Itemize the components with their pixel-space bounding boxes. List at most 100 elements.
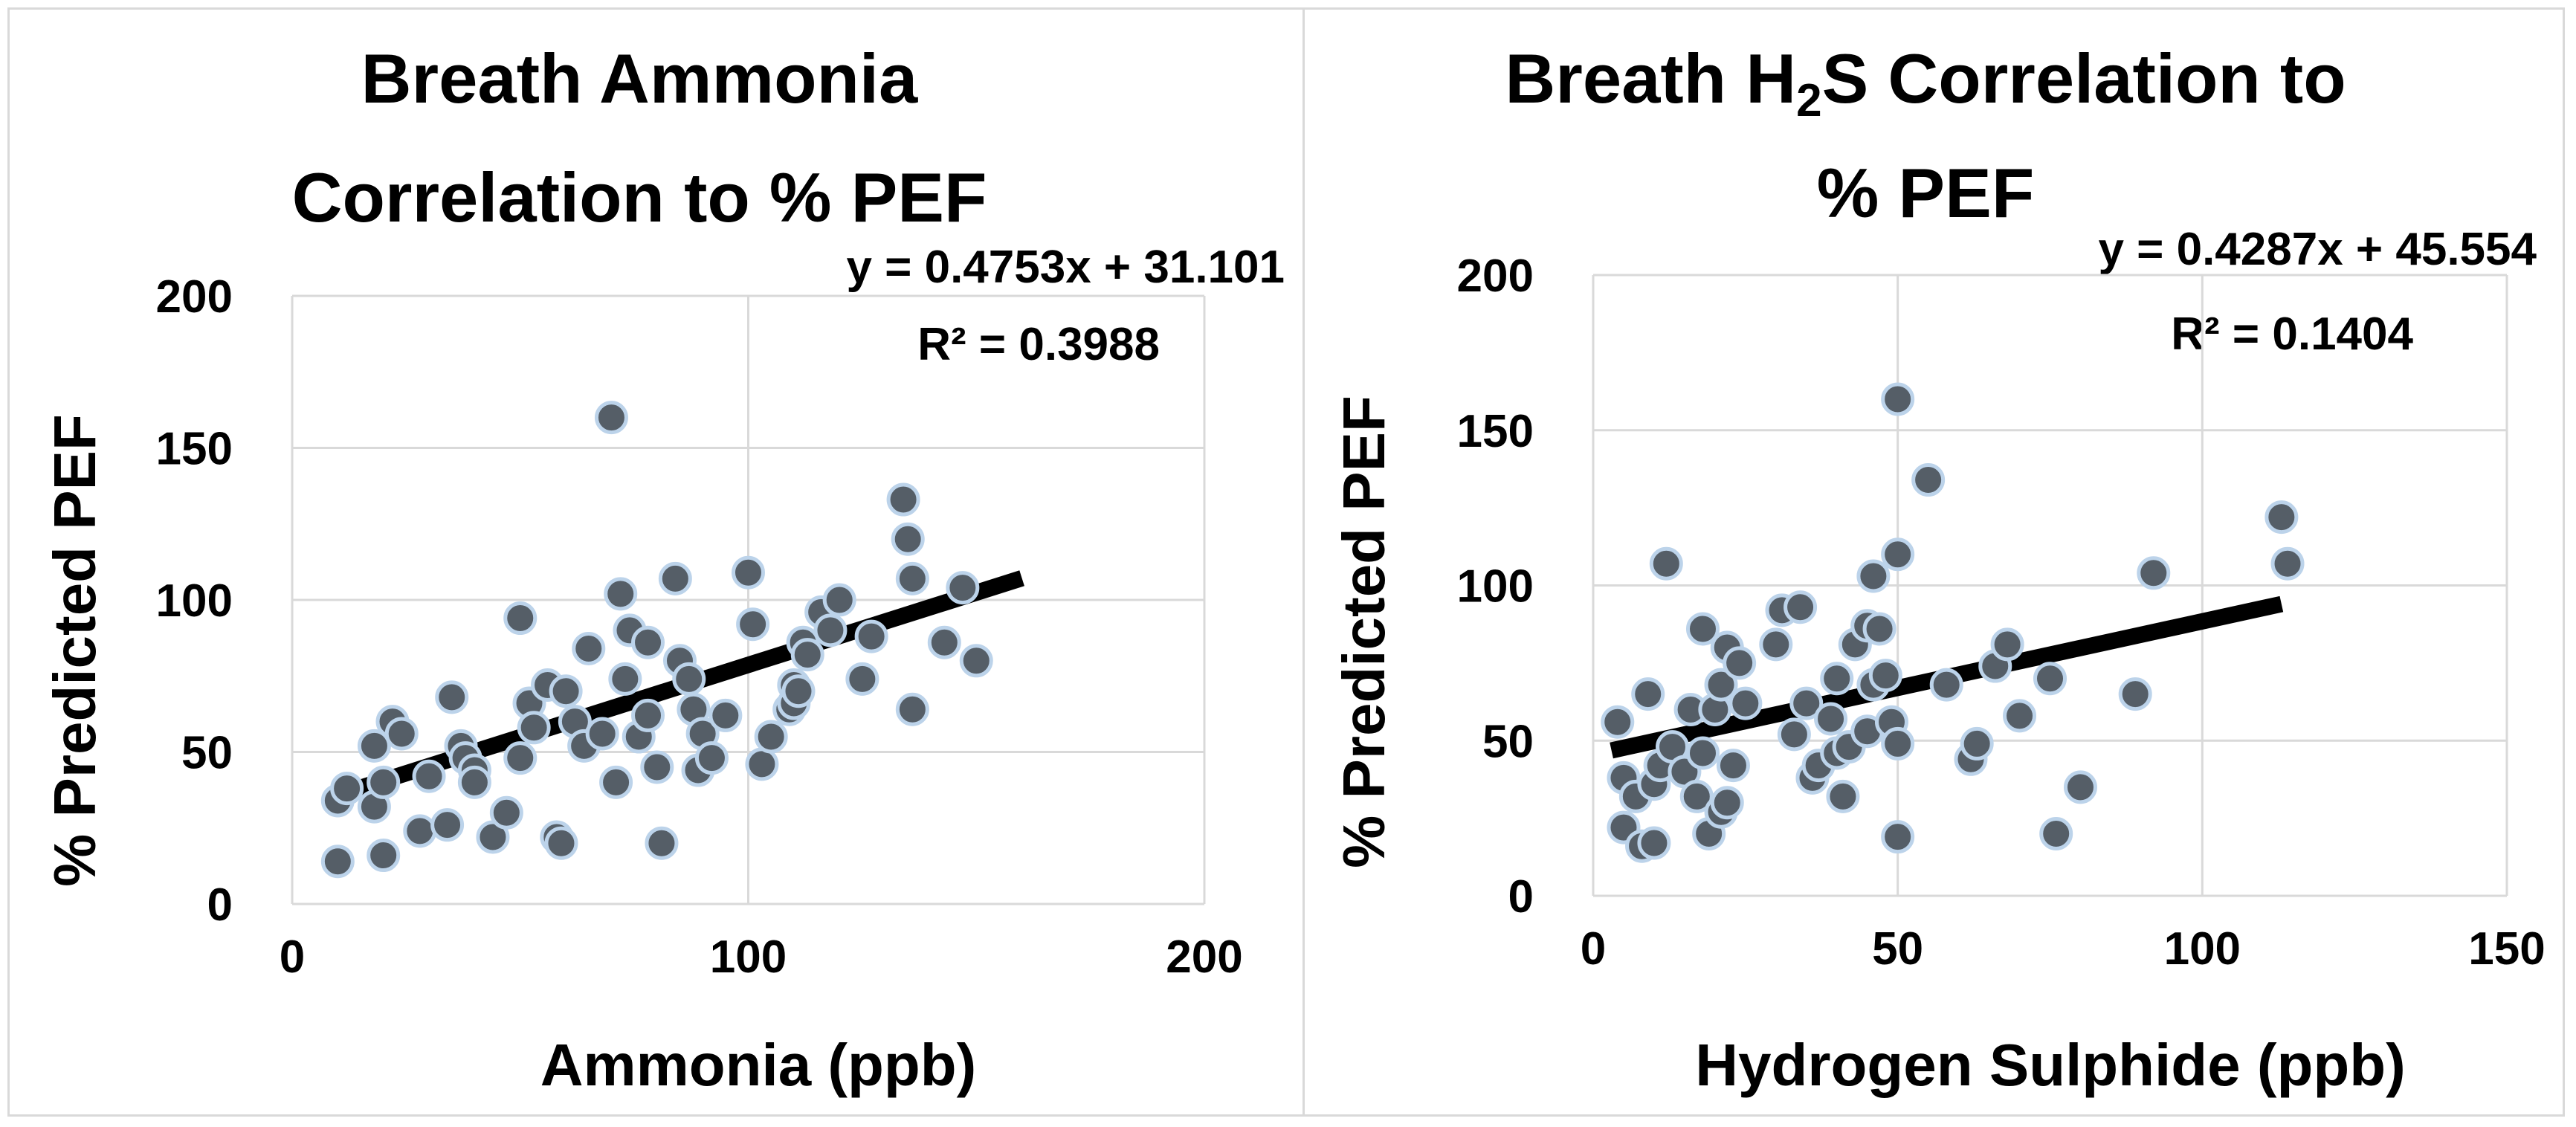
chart0-data-point xyxy=(489,795,523,830)
chart0-data-point xyxy=(549,674,583,708)
chart1-data-point xyxy=(1814,702,1848,736)
chart0-title-line1: Breath Ammonia xyxy=(361,39,918,117)
chart0-data-point xyxy=(330,772,364,806)
chart1-data-point xyxy=(1723,646,1757,680)
chart1-data-point xyxy=(1911,463,1946,497)
chart0-data-point xyxy=(640,750,674,784)
chart1-data-point xyxy=(1881,382,1915,416)
chart1-equation: y = 0.4287x + 45.554 xyxy=(2098,224,2537,275)
chart1-data-point xyxy=(1716,749,1750,783)
chart1-data-point xyxy=(2033,662,2067,696)
chart0-data-point xyxy=(435,680,469,714)
chart1-data-point xyxy=(1710,786,1744,820)
chart0-ytick-label: 50 xyxy=(181,728,233,779)
chart1-data-point xyxy=(1728,686,1763,720)
chart0-x-axis-label: Ammonia (ppb) xyxy=(540,1032,977,1098)
chart0-equation: y = 0.4753x + 31.101 xyxy=(846,242,1285,293)
chart1-data-point xyxy=(2039,817,2073,850)
chart0-data-point xyxy=(946,571,980,605)
chart0-data-point xyxy=(320,845,355,879)
chart0-data-point xyxy=(357,729,391,763)
chart1-xtick-label: 0 xyxy=(1581,923,1606,975)
chart1-data-point xyxy=(1856,559,1891,593)
chart1-data-point xyxy=(1960,726,1994,761)
chart0-data-point xyxy=(608,662,642,696)
chart0-data-point xyxy=(694,741,729,775)
chart0-data-point xyxy=(544,826,578,860)
chart0-xtick-label: 100 xyxy=(710,931,787,983)
chart1-ytick-label: 100 xyxy=(1457,561,1534,613)
chart0-ytick-label: 0 xyxy=(207,879,233,931)
chart0-y-axis-label: % Predicted PEF xyxy=(42,414,108,887)
chart1-title-line2: % PEF xyxy=(1817,154,2035,232)
chart0-data-point xyxy=(517,711,551,745)
chart0-data-point xyxy=(886,482,920,517)
chart0-data-point xyxy=(503,741,538,775)
chart1-data-point xyxy=(1685,736,1720,770)
chart0-data-point xyxy=(367,839,401,873)
chart0-data-point xyxy=(891,522,925,556)
chart1-data-point xyxy=(1881,820,1915,854)
chart1-data-point xyxy=(2265,500,2299,535)
chart1-data-point xyxy=(1777,717,1811,752)
chart1-data-point xyxy=(1601,705,1635,739)
chart1-data-point xyxy=(1990,627,2024,662)
chart1-data-point xyxy=(1704,668,1738,702)
chart0-data-point xyxy=(645,826,679,860)
chart0-data-point xyxy=(430,808,465,842)
ammonia-chart: Breath Ammonia Correlation to % PEF y = … xyxy=(42,39,1285,1098)
chart0-data-point xyxy=(745,747,779,781)
chart0-data-point xyxy=(895,692,929,726)
chart0-title-line2: Correlation to % PEF xyxy=(292,158,987,236)
chart0-data-point xyxy=(658,561,692,595)
chart0-data-point xyxy=(631,625,665,659)
chart0-data-point xyxy=(412,759,446,793)
chart1-data-point xyxy=(2063,770,2097,804)
chart0-ytick-label: 100 xyxy=(156,575,233,627)
chart1-data-point xyxy=(2003,699,2037,733)
chart0-data-point xyxy=(631,698,665,732)
chart1-y-axis-label: % Predicted PEF xyxy=(1331,395,1397,868)
chart1-data-point xyxy=(2118,677,2152,711)
chart0-data-point xyxy=(854,619,888,653)
chart0-r-squared: R² = 0.3988 xyxy=(917,319,1160,370)
chart1-r-squared: R² = 0.1404 xyxy=(2171,309,2413,360)
chart1-ytick-label: 0 xyxy=(1508,871,1534,923)
figure-frame xyxy=(7,7,2565,1117)
chart0-data-point xyxy=(599,765,633,799)
chart0-data-point xyxy=(604,577,638,611)
chart1-ytick-label: 200 xyxy=(1457,251,1534,302)
chart0-data-point xyxy=(672,662,706,696)
chart1-xtick-label: 50 xyxy=(1872,923,1923,975)
chart1-data-point xyxy=(2137,556,2171,590)
chart1-title-line1: Breath H2S Correlation to xyxy=(1505,39,2346,126)
chart1-xtick-label: 100 xyxy=(2164,923,2241,975)
chart1-data-point xyxy=(1679,779,1714,813)
chart0-data-point xyxy=(594,401,628,435)
chart1-data-point xyxy=(1759,627,1793,662)
chart1-data-point xyxy=(1789,686,1824,720)
chart0-data-point xyxy=(813,613,848,648)
h2s-chart: Breath H2S Correlation to % PEF y = 0.42… xyxy=(1331,39,2546,1098)
chart0-data-point xyxy=(585,717,619,751)
chart0-data-point xyxy=(367,765,401,799)
chart1-data-point xyxy=(1783,590,1818,624)
chart1-data-point xyxy=(1631,677,1665,711)
chart1-data-point xyxy=(1637,826,1671,860)
chart1-data-point xyxy=(1649,546,1683,581)
chart0-xtick-label: 0 xyxy=(280,931,305,983)
chart0-data-point xyxy=(403,814,437,848)
chart0-data-point xyxy=(822,583,856,617)
chart0-data-point xyxy=(927,625,961,659)
chart1-data-point xyxy=(1826,779,1860,813)
chart1-data-point xyxy=(1862,612,1897,646)
chart0-data-point xyxy=(790,638,824,672)
chart0-data-point xyxy=(781,674,816,708)
chart1-data-point xyxy=(1881,537,1915,572)
chart1-data-point xyxy=(1820,662,1854,696)
chart1-data-point xyxy=(1685,612,1720,646)
chart0-ytick-label: 200 xyxy=(156,271,233,323)
chart0-data-point xyxy=(895,561,929,595)
chart0-data-point xyxy=(503,601,538,636)
